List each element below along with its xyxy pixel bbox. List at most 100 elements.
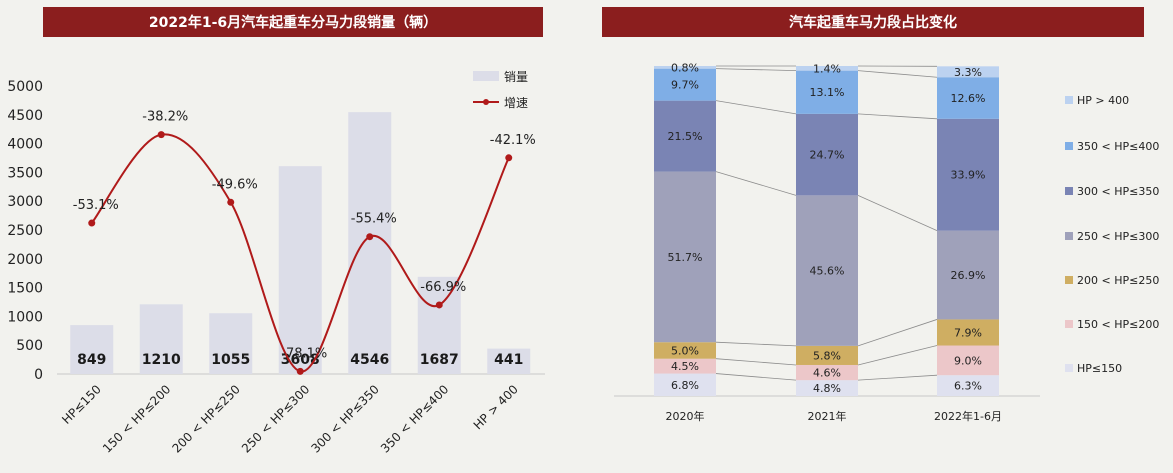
- segment-value-label: 13.1%: [810, 86, 845, 99]
- segment-value-label: 4.5%: [671, 360, 699, 373]
- segment-value-label: 12.6%: [951, 92, 986, 105]
- right-chart-title: 汽车起重车马力段占比变化: [602, 7, 1144, 37]
- stack-segment: [654, 100, 716, 172]
- bar: [348, 112, 392, 375]
- stack-segment: [796, 345, 858, 365]
- segment-value-label: 9.7%: [671, 79, 699, 92]
- segment-value-label: 5.8%: [813, 349, 841, 362]
- bar: [417, 276, 461, 374]
- growth-value-label: -42.1%: [490, 133, 536, 148]
- growth-value-label: -53.1%: [73, 198, 119, 213]
- bar: [139, 304, 183, 374]
- segment-value-label: 21.5%: [668, 130, 703, 143]
- stack-segment: [937, 66, 999, 78]
- bar: [209, 313, 253, 374]
- growth-point: [435, 301, 443, 309]
- stack-segment: [796, 113, 858, 196]
- y-tick-label: 2500: [7, 223, 43, 239]
- series-connector-line: [715, 100, 797, 115]
- bar-value-label: 1055: [211, 352, 250, 368]
- stack-segment: [937, 77, 999, 119]
- y-tick-label: 500: [16, 338, 43, 354]
- x-category-label: 2022年1-6月: [934, 409, 1002, 423]
- growth-point: [227, 198, 235, 206]
- series-connector-line: [857, 374, 938, 381]
- series-connector-line: [857, 319, 938, 347]
- segment-value-label: 6.8%: [671, 379, 699, 392]
- legend-line-label: 增速: [504, 96, 528, 110]
- segment-value-label: 0.8%: [671, 61, 699, 74]
- legend-label: HP≤150: [1077, 362, 1122, 375]
- stack-segment: [796, 380, 858, 396]
- y-tick-label: 1000: [7, 309, 43, 325]
- growth-point: [296, 367, 304, 375]
- x-category-label: 2020年: [666, 409, 705, 423]
- legend-swatch: [1065, 96, 1073, 104]
- growth-value-label: -49.6%: [212, 177, 258, 192]
- segment-value-label: 24.7%: [810, 149, 845, 162]
- legend-swatch: [1065, 320, 1073, 328]
- legend-swatch: [1065, 276, 1073, 284]
- y-tick-label: 4000: [7, 137, 43, 153]
- segment-value-label: 4.8%: [813, 382, 841, 395]
- growth-value-label: -66.9%: [420, 280, 466, 295]
- segment-value-label: 33.9%: [951, 169, 986, 182]
- legend-swatch: [1065, 232, 1073, 240]
- stack-segment: [796, 70, 858, 114]
- segment-value-label: 3.3%: [954, 66, 982, 79]
- y-tick-label: 3000: [7, 194, 43, 210]
- growth-point: [505, 154, 513, 162]
- stack-segment: [654, 171, 716, 343]
- bar-value-label: 849: [77, 352, 106, 368]
- y-tick-label: 2000: [7, 252, 43, 268]
- growth-point: [88, 219, 96, 227]
- y-tick-label: 4500: [7, 108, 43, 124]
- segment-value-label: 7.9%: [954, 326, 982, 339]
- stack-segment: [937, 118, 999, 231]
- growth-point: [366, 233, 374, 241]
- stack-segment: [654, 68, 716, 101]
- growth-point: [157, 131, 165, 139]
- series-connector-line: [857, 345, 938, 366]
- bar-value-label: 441: [494, 352, 523, 368]
- stack-segment: [654, 342, 716, 359]
- legend-bar-label: 销量: [504, 70, 528, 84]
- growth-value-label: -38.2%: [142, 110, 188, 125]
- stack-segment: [796, 195, 858, 346]
- legend-label: HP > 400: [1077, 94, 1129, 107]
- bar: [70, 325, 114, 374]
- bar-value-label: 4546: [350, 352, 389, 368]
- bar-value-label: 1210: [142, 352, 181, 368]
- series-connector-line: [715, 68, 797, 72]
- segment-value-label: 45.6%: [810, 265, 845, 278]
- stack-segment: [937, 375, 999, 396]
- series-connector-line: [715, 373, 797, 381]
- legend-line-marker: [483, 99, 489, 105]
- growth-value-label: -55.4%: [351, 212, 397, 227]
- segment-value-label: 6.3%: [954, 380, 982, 393]
- series-connector-line: [857, 113, 938, 120]
- legend-label: 300 < HP≤350: [1077, 185, 1159, 198]
- stack-segment: [937, 345, 999, 376]
- series-connector-line: [715, 171, 797, 196]
- legend-label: 150 < HP≤200: [1077, 318, 1159, 331]
- legend-bar-swatch: [473, 71, 499, 81]
- bar-value-label: 1687: [420, 352, 459, 368]
- segment-value-label: 9.0%: [954, 354, 982, 367]
- series-connector-line: [715, 358, 797, 366]
- left-chart-title: 2022年1-6月汽车起重车分马力段销量（辆）: [43, 7, 543, 37]
- bar: [278, 166, 322, 374]
- stack-segment: [937, 319, 999, 346]
- segment-value-label: 4.6%: [813, 367, 841, 380]
- y-tick-label: 3500: [7, 165, 43, 181]
- legend-label: 350 < HP≤400: [1077, 140, 1159, 153]
- y-tick-label: 1500: [7, 281, 43, 297]
- legend-label: 200 < HP≤250: [1077, 274, 1159, 287]
- stack-segment: [654, 66, 716, 69]
- stack-segment: [937, 230, 999, 320]
- legend-swatch: [1065, 142, 1073, 150]
- y-tick-label: 5000: [7, 79, 43, 95]
- legend-swatch: [1065, 364, 1073, 372]
